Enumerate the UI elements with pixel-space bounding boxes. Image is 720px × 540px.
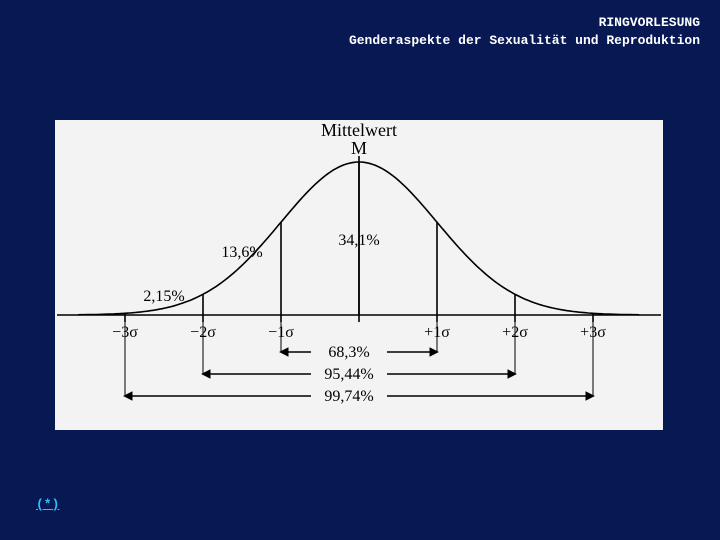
- svg-text:M: M: [351, 138, 367, 158]
- chart-svg: MittelwertM−3σ−2σ−1σ+1σ+2σ+3σ2,15%13,6%3…: [55, 120, 663, 430]
- svg-text:68,3%: 68,3%: [328, 344, 369, 361]
- slide-header: RINGVORLESUNG Genderaspekte der Sexualit…: [349, 14, 700, 49]
- header-line-2: Genderaspekte der Sexualität und Reprodu…: [349, 32, 700, 50]
- header-line-1: RINGVORLESUNG: [349, 14, 700, 32]
- svg-text:95,44%: 95,44%: [324, 366, 373, 383]
- normal-distribution-chart: MittelwertM−3σ−2σ−1σ+1σ+2σ+3σ2,15%13,6%3…: [55, 120, 663, 430]
- svg-text:13,6%: 13,6%: [221, 244, 262, 261]
- svg-text:Mittelwert: Mittelwert: [321, 120, 397, 140]
- footnote-link[interactable]: (*): [36, 497, 59, 512]
- svg-text:99,74%: 99,74%: [324, 388, 373, 405]
- svg-text:2,15%: 2,15%: [143, 288, 184, 305]
- svg-text:34,1%: 34,1%: [338, 232, 379, 249]
